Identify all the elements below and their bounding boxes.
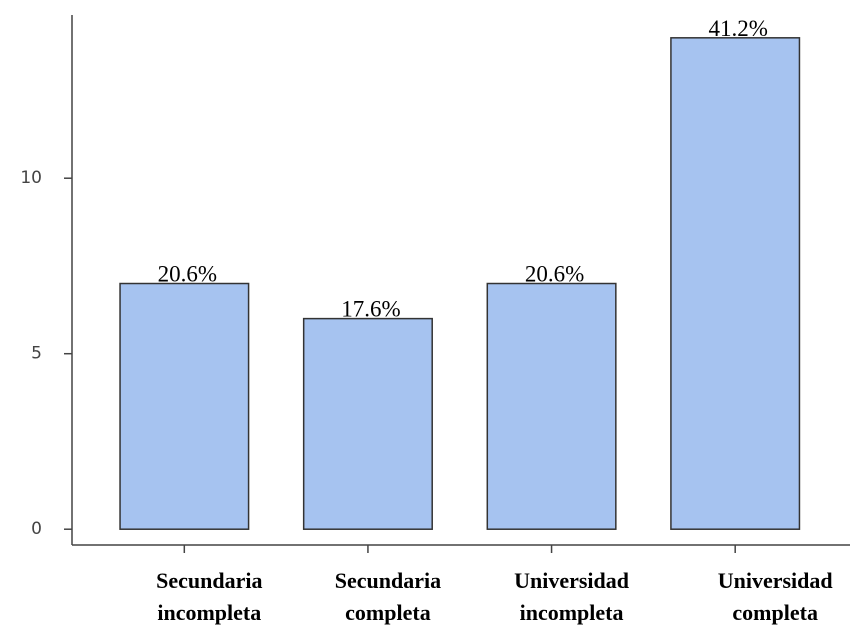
value-label: 17.6% xyxy=(341,297,400,322)
x-tick-label: Secundaria completa xyxy=(334,568,442,625)
value-label: 20.6% xyxy=(525,262,584,287)
y-tick-label: 0 xyxy=(31,519,42,539)
x-tick-label: Universidad incompleta xyxy=(514,568,630,625)
value-label: 41.2% xyxy=(708,16,767,41)
y-tick-label: 5 xyxy=(31,344,42,364)
bar xyxy=(670,37,801,530)
bar xyxy=(119,282,250,530)
bar xyxy=(302,317,433,530)
bar xyxy=(486,282,617,530)
y-tick-label: 10 xyxy=(20,168,42,188)
x-tick-label: Universidad completa xyxy=(717,568,833,625)
x-tick-label: Secundaria incompleta xyxy=(156,568,263,625)
value-label: 20.6% xyxy=(158,262,217,287)
